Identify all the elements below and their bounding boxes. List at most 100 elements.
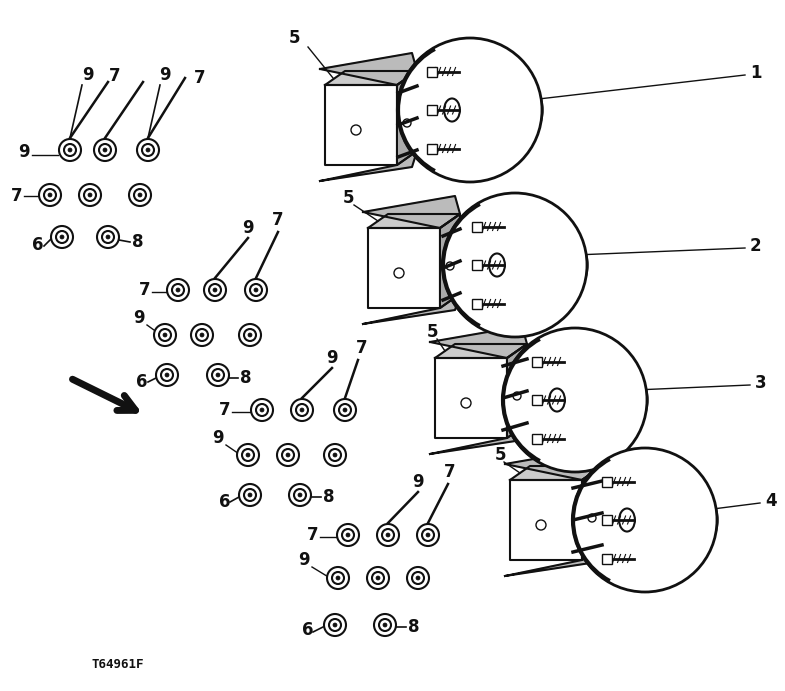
- Text: 5: 5: [495, 446, 506, 464]
- Text: T64961F: T64961F: [92, 659, 144, 672]
- Circle shape: [412, 572, 424, 584]
- Circle shape: [246, 453, 250, 457]
- Circle shape: [333, 453, 337, 457]
- Text: 5: 5: [289, 29, 301, 47]
- FancyBboxPatch shape: [531, 433, 542, 444]
- Circle shape: [56, 231, 68, 243]
- Polygon shape: [368, 228, 440, 308]
- Text: 2: 2: [750, 237, 761, 255]
- Text: 9: 9: [18, 143, 30, 161]
- Text: 7: 7: [138, 281, 150, 299]
- Text: 7: 7: [10, 187, 22, 205]
- Circle shape: [291, 399, 313, 421]
- FancyBboxPatch shape: [602, 515, 612, 525]
- Text: 8: 8: [408, 618, 419, 636]
- FancyBboxPatch shape: [472, 299, 482, 308]
- Circle shape: [79, 184, 101, 206]
- Circle shape: [251, 399, 273, 421]
- FancyBboxPatch shape: [602, 477, 612, 486]
- Circle shape: [376, 576, 380, 580]
- Circle shape: [329, 449, 341, 461]
- Circle shape: [337, 524, 359, 546]
- Circle shape: [106, 235, 110, 239]
- Circle shape: [324, 614, 346, 636]
- Circle shape: [422, 529, 434, 541]
- Circle shape: [159, 329, 171, 341]
- Text: 9: 9: [298, 551, 310, 569]
- Polygon shape: [325, 85, 397, 165]
- Circle shape: [244, 329, 256, 341]
- Circle shape: [343, 408, 347, 412]
- Polygon shape: [510, 480, 582, 560]
- Circle shape: [513, 392, 521, 400]
- Polygon shape: [368, 214, 460, 228]
- Polygon shape: [505, 546, 602, 576]
- Circle shape: [163, 333, 167, 337]
- Polygon shape: [505, 448, 602, 480]
- Circle shape: [256, 404, 268, 416]
- Polygon shape: [435, 344, 527, 358]
- Circle shape: [327, 567, 349, 589]
- Polygon shape: [435, 358, 507, 438]
- Circle shape: [137, 139, 159, 161]
- Circle shape: [382, 529, 394, 541]
- Circle shape: [403, 119, 411, 127]
- Text: 6: 6: [302, 621, 314, 639]
- FancyBboxPatch shape: [427, 66, 436, 77]
- FancyBboxPatch shape: [472, 222, 482, 231]
- Circle shape: [367, 567, 389, 589]
- Text: 7: 7: [306, 526, 318, 544]
- Circle shape: [146, 148, 150, 152]
- Circle shape: [237, 444, 259, 466]
- Circle shape: [44, 189, 56, 201]
- Circle shape: [250, 284, 262, 296]
- Circle shape: [383, 623, 387, 627]
- Circle shape: [39, 184, 61, 206]
- Text: 9: 9: [133, 309, 145, 327]
- Circle shape: [503, 328, 647, 472]
- Polygon shape: [363, 294, 460, 324]
- Circle shape: [51, 226, 73, 248]
- Text: 1: 1: [750, 64, 761, 82]
- Circle shape: [300, 408, 304, 412]
- Circle shape: [282, 449, 294, 461]
- Circle shape: [443, 193, 587, 337]
- Circle shape: [248, 493, 252, 497]
- Circle shape: [351, 125, 361, 135]
- Text: 7: 7: [272, 211, 284, 229]
- Circle shape: [102, 231, 114, 243]
- Circle shape: [342, 529, 354, 541]
- Circle shape: [212, 369, 224, 381]
- Polygon shape: [582, 466, 602, 560]
- Circle shape: [398, 38, 542, 182]
- Circle shape: [239, 484, 261, 506]
- Circle shape: [156, 364, 178, 386]
- Text: 7: 7: [109, 67, 121, 85]
- FancyBboxPatch shape: [427, 144, 436, 153]
- Circle shape: [242, 449, 254, 461]
- Text: 7: 7: [218, 401, 230, 419]
- Text: 9: 9: [412, 473, 424, 491]
- Circle shape: [377, 524, 399, 546]
- Polygon shape: [430, 424, 527, 454]
- Circle shape: [417, 524, 439, 546]
- Circle shape: [99, 144, 111, 156]
- Text: 5: 5: [342, 189, 354, 207]
- Circle shape: [374, 614, 396, 636]
- Text: 5: 5: [426, 323, 438, 341]
- Circle shape: [239, 324, 261, 346]
- Circle shape: [129, 184, 151, 206]
- Circle shape: [336, 576, 340, 580]
- Circle shape: [286, 453, 290, 457]
- Circle shape: [68, 148, 72, 152]
- Circle shape: [339, 404, 351, 416]
- Circle shape: [296, 404, 308, 416]
- Circle shape: [298, 493, 302, 497]
- Circle shape: [209, 284, 221, 296]
- Circle shape: [94, 139, 116, 161]
- Polygon shape: [397, 71, 417, 165]
- Circle shape: [64, 144, 76, 156]
- Circle shape: [204, 279, 226, 301]
- Circle shape: [426, 533, 430, 537]
- FancyBboxPatch shape: [472, 260, 482, 270]
